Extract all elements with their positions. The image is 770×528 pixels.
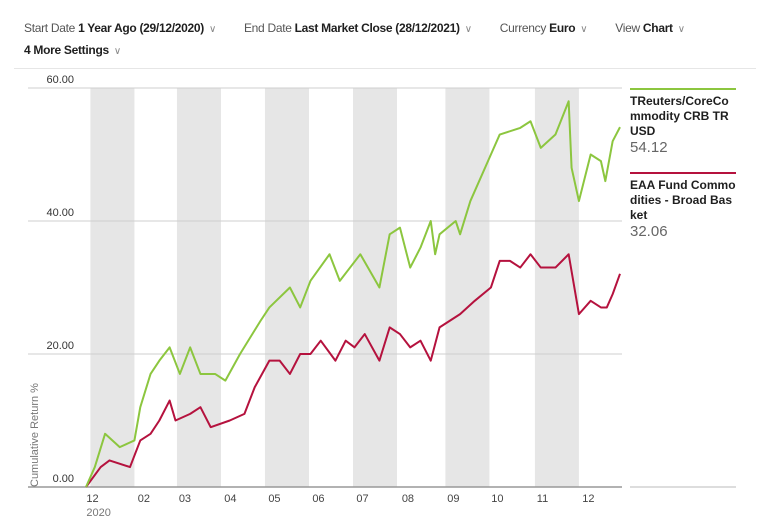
x-tick-label: 02 (138, 493, 150, 505)
more-settings-dropdown[interactable]: 4 More Settings ∨ (24, 43, 121, 57)
x-tick-label: 03 (179, 493, 191, 505)
divider (14, 68, 756, 69)
legend-item-category: EAA Fund Commodities - Broad Basket 32.0… (630, 172, 736, 241)
shaded-month-band (264, 88, 309, 487)
y-tick-label: 0.00 (53, 473, 74, 485)
x-tick-label: 09 (447, 493, 459, 505)
chevron-down-icon: ∨ (113, 46, 121, 57)
y-tick-label: 20.00 (46, 340, 74, 352)
start-date-dropdown[interactable]: Start Date 1 Year Ago (29/12/2020) ∨ (24, 21, 216, 35)
x-tick-label: 12 (582, 493, 594, 505)
y-tick-label: 60.00 (46, 74, 74, 86)
x-tick-label: 05 (268, 493, 280, 505)
y-axis-label: Cumulative Return % (29, 383, 41, 487)
end-date-dropdown[interactable]: End Date Last Market Close (28/12/2021) ∨ (243, 21, 472, 35)
chevron-down-icon: ∨ (677, 24, 685, 35)
shaded-month-band (176, 88, 221, 487)
series-line (85, 100, 621, 488)
currency-dropdown[interactable]: Currency Euro ∨ (499, 21, 588, 35)
shaded-month-band (353, 88, 398, 487)
x-tick-label: 10 (491, 493, 503, 505)
x-tick-label: 11 (537, 493, 548, 505)
x-tick-label: 08 (402, 493, 414, 505)
chevron-down-icon: ∨ (464, 24, 472, 35)
chevron-down-icon: ∨ (208, 24, 216, 35)
x-tick-label: 07 (356, 493, 368, 505)
x-tick-label: 04 (224, 493, 236, 505)
view-dropdown[interactable]: View Chart ∨ (615, 21, 685, 35)
shaded-month-band (90, 88, 135, 487)
series-line (85, 253, 621, 488)
x-tick-label: 12 (86, 493, 98, 505)
chevron-down-icon: ∨ (580, 24, 588, 35)
shaded-month-band (445, 88, 490, 487)
y-tick-label: 40.00 (46, 207, 74, 219)
settings-bar: Start Date 1 Year Ago (29/12/2020) ∨ End … (24, 17, 685, 61)
x-tick-label: 06 (312, 493, 324, 505)
legend-item-benchmark: TReuters/CoreCommodity CRB TR USD 54.12 (630, 88, 736, 157)
x-year-label: 2020 (86, 507, 110, 519)
legend-line (630, 88, 736, 90)
legend-line (630, 172, 736, 174)
